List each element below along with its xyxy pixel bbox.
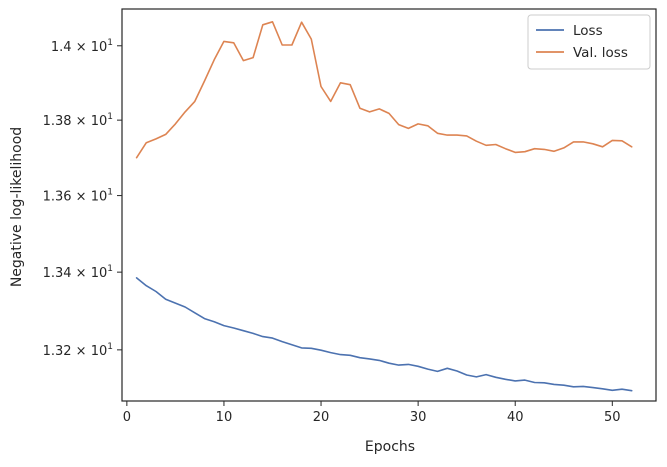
x-tick-label: 0: [123, 410, 131, 425]
y-axis-label: Negative log-likelihood: [9, 127, 25, 287]
axes-frame: [121, 8, 657, 402]
x-axis-ticks: 0 10 20 30 40 50: [123, 401, 621, 425]
y-axis-ticks: 1.32 × 101 1.34 × 101 1.36 × 101 1.38 × 101…: [43, 38, 122, 359]
legend-label-1: Val. loss: [573, 45, 628, 61]
y-tick-label: 1.36 × 101: [43, 188, 113, 205]
x-tick-label: 20: [313, 410, 330, 425]
series-line-0: [135, 277, 633, 392]
legend-label-0: Loss: [573, 23, 603, 39]
series-line-1: [135, 20, 633, 159]
legend: Loss Val. loss: [527, 14, 651, 70]
x-tick-label: 50: [604, 410, 621, 425]
y-tick-label: 1.32 × 101: [43, 342, 113, 359]
x-tick-label: 10: [216, 410, 233, 425]
x-tick-label: 30: [410, 410, 427, 425]
x-tick-label: 40: [507, 410, 524, 425]
y-tick-label: 1.4 × 101: [51, 38, 113, 55]
plot-area: [121, 8, 657, 402]
legend-box: [527, 14, 651, 70]
y-tick-label: 1.38 × 101: [43, 112, 113, 129]
y-tick-label: 1.34 × 101: [43, 264, 113, 281]
x-axis-label: Epochs: [365, 439, 415, 455]
